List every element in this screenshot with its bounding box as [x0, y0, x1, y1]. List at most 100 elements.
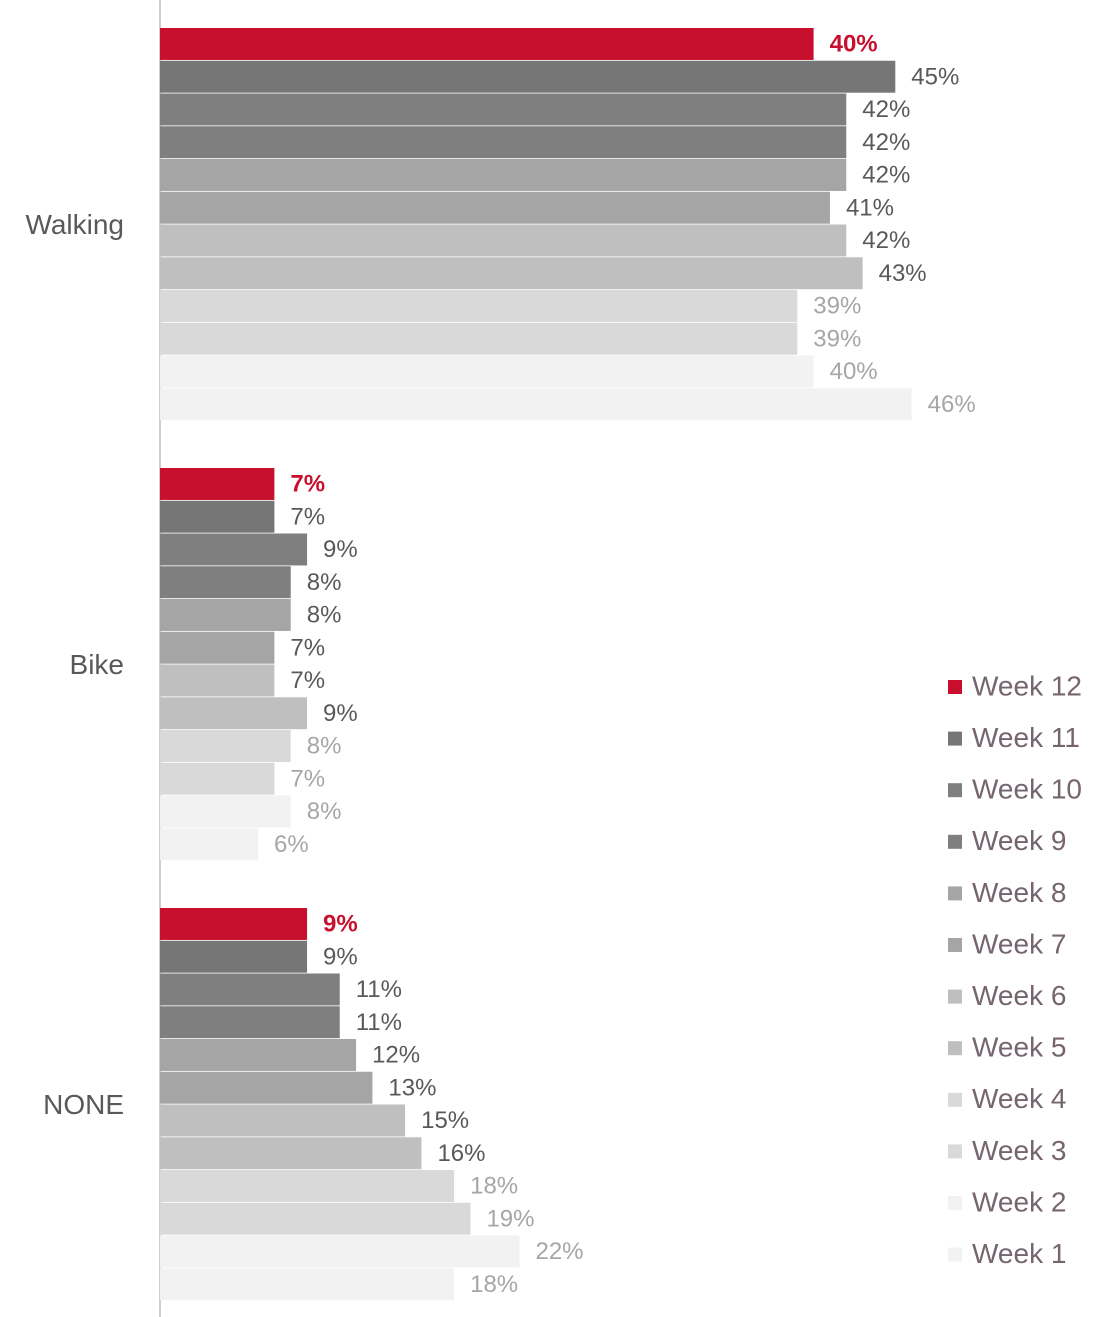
legend-label: Week 9	[972, 825, 1066, 856]
value-label: 7%	[290, 471, 325, 498]
legend-swatch	[948, 886, 962, 901]
bar	[160, 1006, 340, 1039]
legend-label: Week 4	[972, 1083, 1066, 1114]
category-label: Bike	[70, 649, 124, 680]
bar	[160, 566, 291, 599]
bar	[160, 191, 830, 224]
bar	[160, 322, 798, 355]
bar	[160, 468, 275, 500]
value-label: 11%	[356, 1009, 402, 1036]
legend-label: Week 6	[972, 980, 1066, 1011]
legend-swatch	[948, 938, 962, 952]
bar	[160, 1268, 455, 1301]
legend-label: Week 3	[972, 1135, 1066, 1166]
legend-swatch	[948, 1247, 962, 1262]
bar	[160, 257, 863, 290]
bar	[160, 388, 912, 421]
bar	[160, 1170, 455, 1202]
value-label: 12%	[372, 1042, 420, 1069]
value-label: 42%	[862, 96, 910, 123]
legend-swatch	[948, 1144, 962, 1159]
value-label: 8%	[307, 733, 342, 760]
bar	[160, 973, 340, 1006]
value-label: 11%	[356, 976, 402, 1003]
legend-label: Week 7	[972, 928, 1066, 959]
value-label: 46%	[928, 391, 976, 418]
value-label: 8%	[307, 569, 342, 596]
bar	[160, 664, 275, 697]
value-label: 7%	[290, 765, 325, 792]
bar	[160, 697, 308, 730]
bar	[160, 795, 291, 828]
value-label: 42%	[862, 129, 910, 156]
bar	[160, 762, 275, 795]
category-label: Walking	[25, 209, 124, 240]
value-label: 7%	[290, 503, 325, 530]
legend-swatch	[948, 783, 962, 798]
legend-swatch	[948, 731, 962, 746]
value-label: 9%	[323, 943, 358, 970]
value-label: 7%	[290, 634, 325, 661]
bar	[160, 1071, 373, 1104]
value-label: 19%	[486, 1205, 534, 1232]
bar	[160, 355, 814, 388]
legend-swatch	[948, 1041, 962, 1056]
legend-swatch	[948, 1196, 962, 1210]
bar	[160, 1202, 471, 1235]
legend-swatch	[948, 834, 962, 849]
bar	[160, 28, 814, 60]
value-label: 42%	[862, 227, 910, 254]
value-label: 40%	[830, 358, 878, 385]
bar	[160, 1235, 520, 1268]
value-label: 18%	[470, 1271, 518, 1298]
bar	[160, 940, 308, 973]
value-label: 22%	[535, 1238, 583, 1265]
legend-label: Week 5	[972, 1032, 1066, 1063]
value-label: 7%	[290, 667, 325, 694]
value-label: 43%	[879, 260, 927, 287]
bar	[160, 290, 798, 322]
value-label: 8%	[307, 798, 342, 825]
value-label: 15%	[421, 1107, 469, 1134]
value-label: 13%	[388, 1074, 436, 1101]
value-label: 18%	[470, 1173, 518, 1200]
bar	[160, 1039, 357, 1071]
legend-swatch	[948, 989, 962, 1004]
value-label: 39%	[813, 325, 861, 352]
bar	[160, 730, 291, 762]
value-label: 40%	[830, 31, 878, 58]
bar	[160, 126, 847, 159]
value-label: 45%	[911, 63, 959, 90]
value-label: 8%	[307, 602, 342, 629]
legend-label: Week 10	[972, 774, 1082, 805]
legend-label: Week 12	[972, 670, 1082, 701]
legend-swatch	[948, 680, 962, 694]
legend-label: Week 8	[972, 877, 1066, 908]
value-label: 9%	[323, 911, 358, 938]
bar	[160, 908, 308, 940]
value-label: 6%	[274, 831, 309, 858]
legend-label: Week 1	[972, 1238, 1066, 1269]
bar	[160, 1137, 422, 1170]
value-label: 39%	[813, 293, 861, 320]
value-label: 9%	[323, 700, 358, 727]
bar	[160, 93, 847, 126]
bar	[160, 159, 847, 191]
legend-swatch	[948, 1092, 962, 1107]
value-label: 41%	[846, 194, 894, 221]
bar	[160, 1104, 406, 1137]
value-label: 42%	[862, 162, 910, 189]
bar	[160, 224, 847, 257]
bar	[160, 500, 275, 533]
value-label: 16%	[437, 1140, 485, 1167]
bar	[160, 599, 291, 631]
bar	[160, 828, 259, 861]
value-label: 9%	[323, 536, 358, 563]
bar	[160, 533, 308, 566]
bar	[160, 631, 275, 664]
bar	[160, 60, 896, 93]
legend-label: Week 11	[972, 722, 1080, 753]
legend-label: Week 2	[972, 1186, 1066, 1217]
category-label: NONE	[43, 1089, 124, 1120]
